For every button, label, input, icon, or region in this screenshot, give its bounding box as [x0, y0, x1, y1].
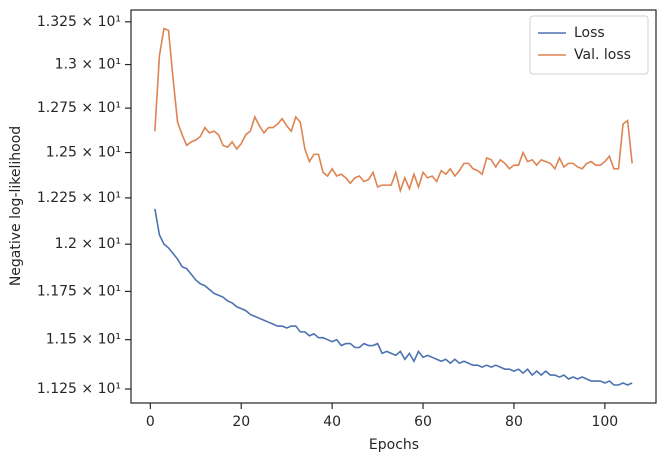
legend-box [529, 15, 649, 75]
y-tick-label: 1.325 × 10¹ [37, 14, 121, 30]
x-tick-label: 20 [232, 414, 250, 430]
x-axis-label: Epochs [369, 437, 419, 453]
plot-frame [130, 9, 657, 404]
x-tick-label: 60 [414, 414, 432, 430]
y-axis-label: Negative log-likelihood [8, 126, 24, 286]
y-tick-label: 1.225 × 10¹ [37, 190, 121, 206]
y-tick-label: 1.175 × 10¹ [37, 283, 121, 299]
x-tick-label: 40 [323, 414, 341, 430]
y-tick-label: 1.125 × 10¹ [37, 381, 121, 397]
line-series [154, 208, 633, 386]
x-tick-label: 100 [591, 414, 618, 430]
y-tick-label: 1.15 × 10¹ [46, 332, 121, 348]
y-tick-label: 1.25 × 10¹ [46, 145, 121, 161]
y-tick-label: 1.3 × 10¹ [55, 57, 121, 73]
y-tick-label: 1.275 × 10¹ [37, 100, 121, 116]
legend-label: Loss [574, 25, 605, 41]
legend-label: Val. loss [574, 47, 631, 63]
x-tick-label: 0 [146, 414, 155, 430]
x-tick-label: 80 [505, 414, 523, 430]
y-tick-label: 1.2 × 10¹ [55, 236, 121, 252]
line-series [154, 27, 633, 194]
